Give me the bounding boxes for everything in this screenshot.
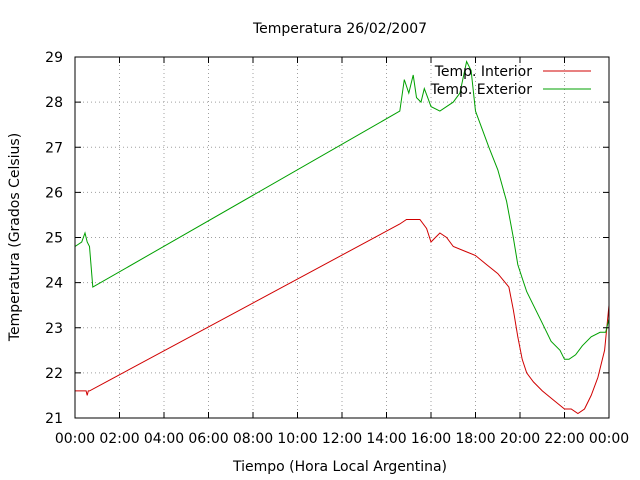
y-tick-label: 27	[45, 140, 63, 156]
x-tick-label: 06:00	[188, 431, 228, 447]
x-tick-label: 02:00	[99, 431, 139, 447]
x-tick-label: 18:00	[455, 431, 495, 447]
plot-area	[74, 59, 610, 415]
y-axis-label: Temperatura (Grados Celsius)	[7, 133, 23, 342]
legend-entry-label: Temp. Interior	[434, 64, 533, 80]
y-tick-labels: 21 22 23 24 25 26 27 28 29	[45, 50, 63, 427]
x-tick-label: 08:00	[233, 431, 273, 447]
x-tick-label: 14:00	[366, 431, 406, 447]
y-tick-label: 21	[45, 411, 63, 427]
x-tick-label: 22:00	[544, 431, 584, 447]
series-line-exterior	[74, 59, 610, 360]
x-tick-label: 04:00	[144, 431, 184, 447]
y-tick-label: 26	[45, 185, 63, 201]
legend-entry-label: Temp. Exterior	[430, 82, 533, 98]
x-tick-label: 20:00	[500, 431, 540, 447]
y-tick-label: 25	[45, 231, 63, 247]
x-tick-label: 00:00	[589, 431, 629, 447]
y-tick-label: 23	[45, 321, 63, 337]
x-tick-labels: 00:00 02:00 04:00 06:00 08:00 10:00 12:00 14:00…	[55, 431, 629, 447]
legend: Temp. Interior Temp. Exterior	[430, 64, 591, 98]
y-tick-label: 28	[45, 95, 63, 111]
y-tick-label: 22	[45, 366, 63, 382]
chart-title: Temperatura 26/02/2007	[252, 21, 427, 37]
x-axis-label: Tiempo (Hora Local Argentina)	[232, 459, 447, 475]
x-tick-label: 00:00	[55, 431, 95, 447]
x-tick-label: 10:00	[277, 431, 317, 447]
grid	[75, 57, 609, 418]
x-tick-label: 12:00	[322, 431, 362, 447]
axis-ticks	[74, 56, 610, 419]
y-tick-label: 29	[45, 50, 63, 66]
x-tick-label: 16:00	[411, 431, 451, 447]
y-tick-label: 24	[45, 276, 63, 292]
series-line-interior	[75, 219, 610, 415]
